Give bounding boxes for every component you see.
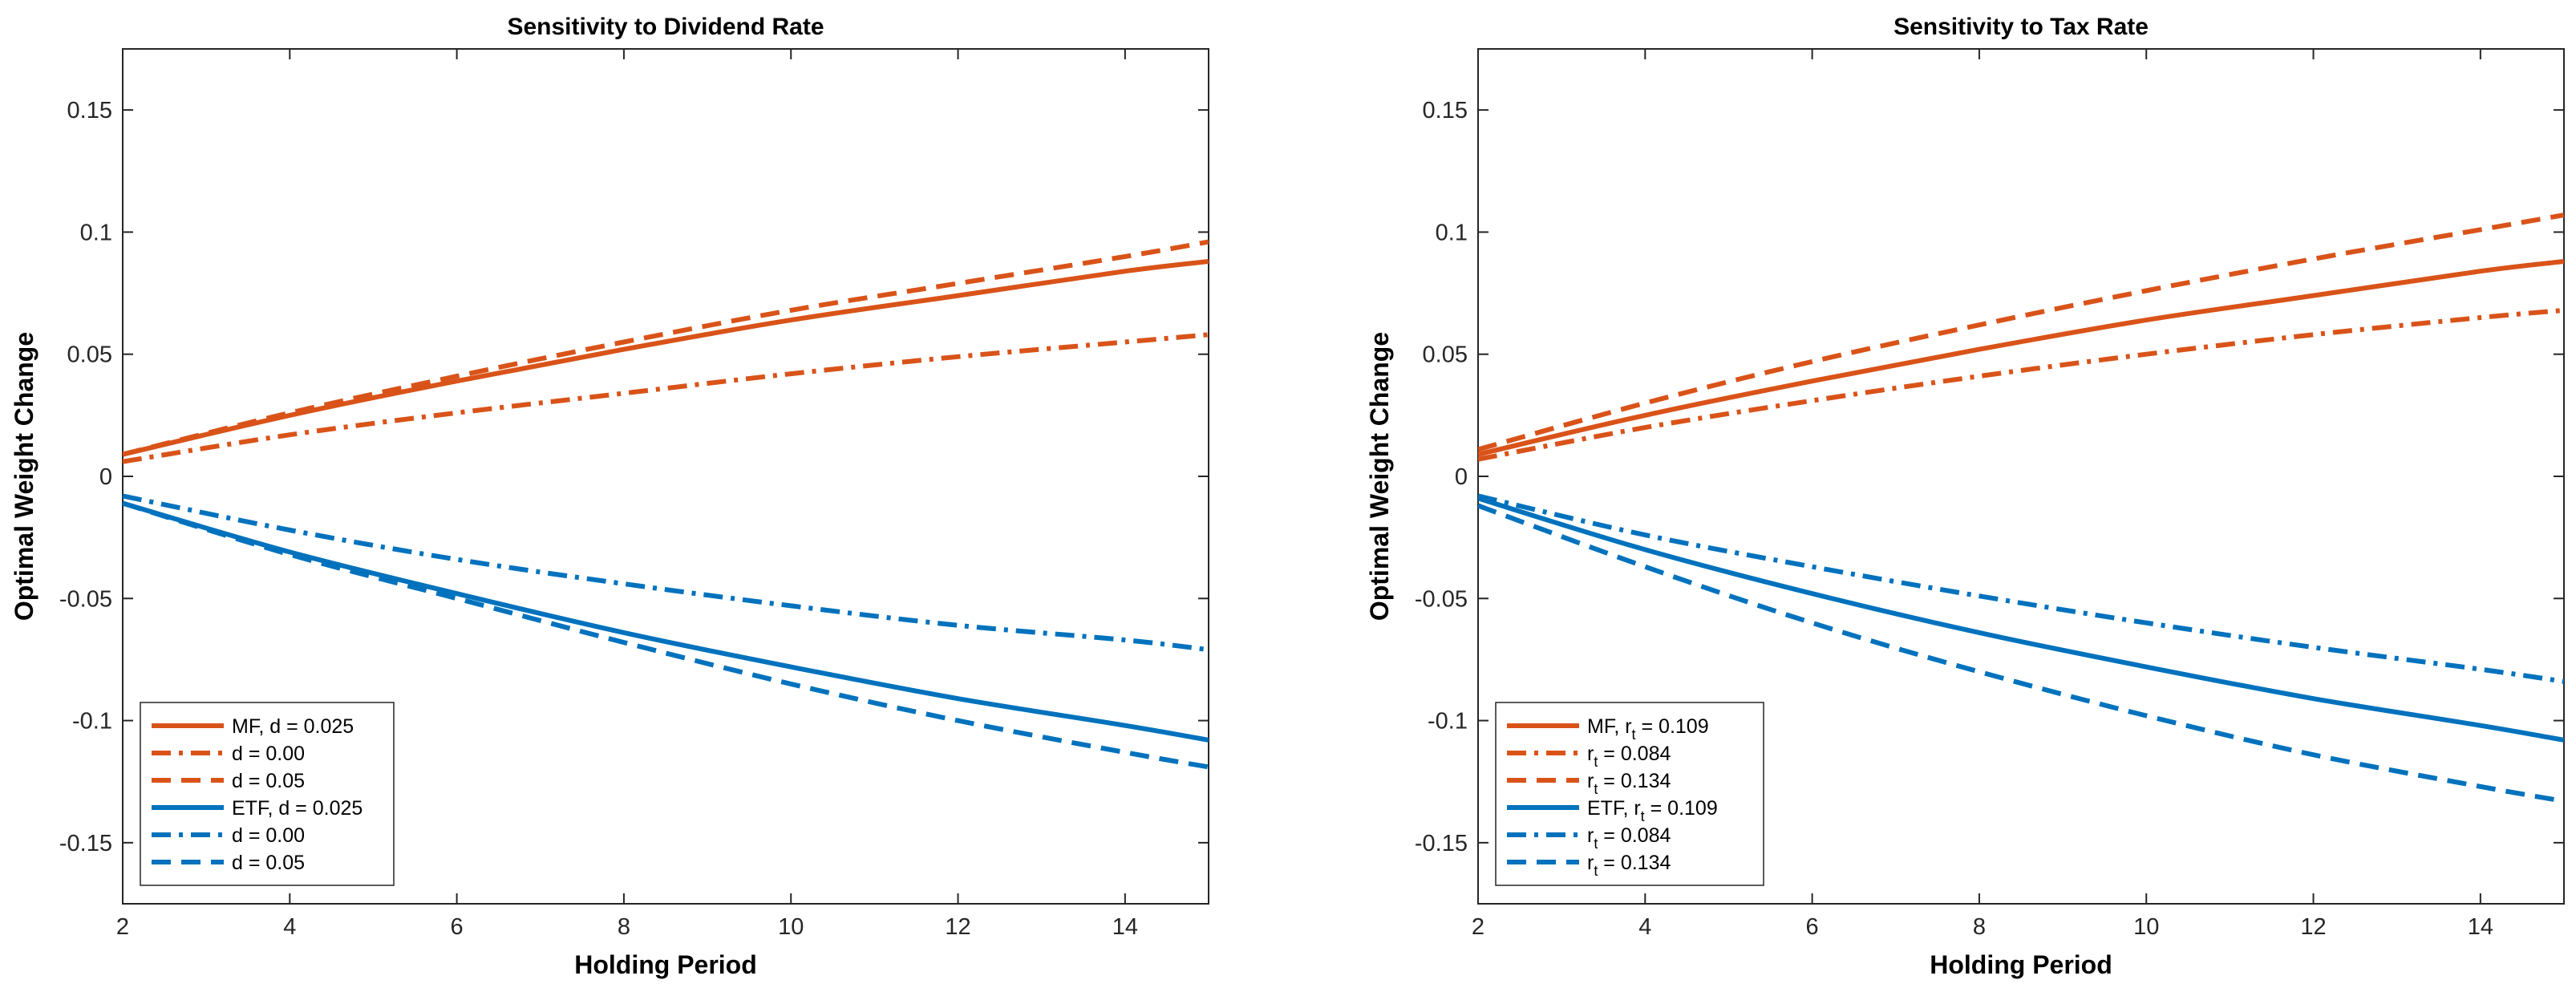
tax-y-tick-label: 0.1 xyxy=(1436,220,1468,245)
dividend-series-4-line xyxy=(123,493,1209,653)
tax-legend-label: rt = 0.134 xyxy=(1587,770,1671,797)
dividend-x-axis-label: Holding Period xyxy=(574,950,757,979)
dividend-legend-label: d = 0.05 xyxy=(232,852,305,874)
dividend-y-tick-label: -0.1 xyxy=(72,709,112,735)
dividend-y-tick-label: 0.1 xyxy=(80,220,112,245)
dividend-chart: 2 4 6 8 10 12 14 -0.15 -0.1 -0.05 0 0.05 0.1 0.15 Sens… xyxy=(10,14,1209,979)
dividend-x-tick-label: 10 xyxy=(778,914,804,940)
tax-x-tick-label: 10 xyxy=(2133,914,2159,940)
tax-x-tick-label: 12 xyxy=(2300,914,2326,940)
dividend-legend-label: d = 0.05 xyxy=(232,770,305,792)
tax-y-tick-label: 0.15 xyxy=(1423,98,1468,123)
tax-x-tick-label: 14 xyxy=(2468,914,2493,940)
tax-legend-label: rt = 0.134 xyxy=(1587,852,1671,879)
tax-legend-label: MF, rt = 0.109 xyxy=(1587,715,1709,743)
tax-x-tick-label: 6 xyxy=(1806,914,1819,940)
tax-legend-box xyxy=(1495,702,1764,886)
dividend-series-1-line xyxy=(123,332,1209,464)
tax-y-tick-label: 0.05 xyxy=(1423,342,1468,368)
dividend-legend-label: d = 0.00 xyxy=(232,824,305,847)
dividend-series-5-line xyxy=(123,500,1209,770)
tax-y-tick-label: -0.05 xyxy=(1415,586,1468,612)
dividend-y-tick-label: -0.15 xyxy=(59,831,112,856)
tax-legend-label: ETF, rt = 0.109 xyxy=(1587,797,1718,824)
tax-x-tick-label: 4 xyxy=(1638,914,1651,940)
dividend-x-tick-label: 12 xyxy=(945,914,970,940)
tax-series-0-line xyxy=(1478,259,2564,457)
tax-y-tick-label: -0.15 xyxy=(1415,831,1468,856)
tax-y-tick-label: 0 xyxy=(1455,464,1468,490)
dividend-legend-label: MF, d = 0.025 xyxy=(232,715,354,738)
dividend-y-tick-label: -0.05 xyxy=(59,586,112,612)
tax-x-tick-label: 8 xyxy=(1973,914,1986,940)
dividend-series-0-line xyxy=(123,259,1209,457)
dividend-x-tick-label: 14 xyxy=(1112,914,1138,940)
dividend-y-axis-label: Optimal Weight Change xyxy=(10,332,38,621)
dividend-legend-label: d = 0.00 xyxy=(232,743,305,765)
dividend-legend: MF, d = 0.025 d = 0.00 d = 0.05 ETF, d = 0.… xyxy=(140,702,395,886)
tax-series-4-line xyxy=(1478,493,2564,684)
tax-x-tick-label: 2 xyxy=(1472,914,1484,940)
tax-series-2-line xyxy=(1478,213,2564,452)
dividend-series-2-line xyxy=(123,239,1209,457)
dividend-x-tick-label: 4 xyxy=(283,914,296,940)
dividend-legend-box xyxy=(140,702,395,886)
tax-chart: 2 4 6 8 10 12 14 -0.15 -0.1 -0.05 0 0.05 0.1 0.15 Sens… xyxy=(1365,14,2565,979)
tax-y-axis-label: Optimal Weight Change xyxy=(1365,332,1394,621)
dividend-y-tick-label: 0 xyxy=(99,464,112,490)
dividend-chart-title: Sensitivity to Dividend Rate xyxy=(507,14,824,40)
tax-series-5-line xyxy=(1478,503,2564,804)
dividend-x-tick-label: 6 xyxy=(451,914,464,940)
tax-legend-label: rt = 0.084 xyxy=(1587,824,1671,852)
tax-series-1-line xyxy=(1478,307,2564,462)
dividend-y-tick-label: 0.05 xyxy=(67,342,112,368)
dividend-legend-label: ETF, d = 0.025 xyxy=(232,797,363,820)
tax-chart-title: Sensitivity to Tax Rate xyxy=(1894,14,2149,40)
tax-x-axis-label: Holding Period xyxy=(1930,950,2112,979)
tax-legend-label: rt = 0.084 xyxy=(1587,743,1671,770)
tax-series-3-line xyxy=(1478,496,2564,743)
dividend-series-3-line xyxy=(123,500,1209,743)
dividend-x-tick-label: 8 xyxy=(618,914,630,940)
dividend-y-tick-label: 0.15 xyxy=(67,98,112,123)
dividend-x-tick-label: 2 xyxy=(116,914,129,940)
tax-y-tick-label: -0.1 xyxy=(1428,709,1468,735)
